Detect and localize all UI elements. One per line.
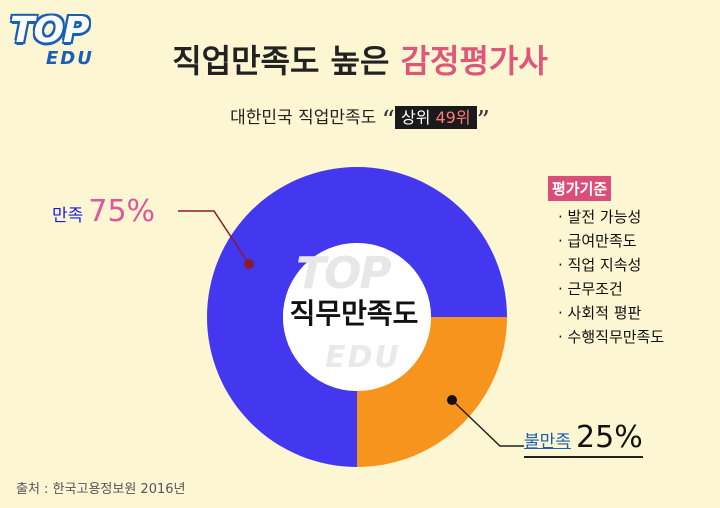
criteria-item: 근무조건 [558,277,664,301]
satisfied-label: 만족 75% [52,194,155,229]
subtitle-text: 대한민국 직업만족도 [230,108,382,128]
watermark-edu: EDU [325,340,401,375]
unsatisfied-percent: 25% [576,420,643,455]
donut-hole [283,243,431,391]
criteria-item: 발전 가능성 [558,205,664,229]
donut-slices [207,167,507,467]
criteria-item: 사회적 평판 [558,301,664,325]
criteria-item: 급여만족도 [558,229,664,253]
leader-line-unsatisfied [451,399,524,447]
unsatisfied-name: 불만족 [524,432,571,452]
logo-edu-text: EDU [46,48,94,69]
criteria-heading: 평가기준 [548,176,612,201]
rank-badge: 상위 49위 [394,106,477,129]
rank-label: 상위 [400,108,436,127]
criteria-item: 직업 지속성 [558,253,664,277]
criteria-list: 발전 가능성 급여만족도 직업 지속성 근무조건 사회적 평판 수행직무만족도 [558,205,665,349]
leader-line-satisfied [178,210,250,265]
watermark-top: TOP [296,248,392,299]
satisfied-name: 만족 [52,206,84,226]
subtitle: 대한민국 직업만족도 “상위 49위” [0,103,720,136]
rank-value: 49위 [435,108,471,127]
page-title: 직업만족도 높은 감정평가사 [0,36,720,82]
criteria-item: 수행직무만족도 [558,325,665,349]
title-main: 직업만족도 높은 [172,42,401,80]
unsatisfied-label: 불만족 25% [524,420,643,458]
title-accent: 감정평가사 [400,42,548,80]
leader-dot-satisfied [244,259,254,269]
leader-lines [178,210,524,447]
satisfied-percent: 75% [88,194,156,229]
donut-slice-unsatisfied [357,317,507,467]
donut-slice-satisfied [207,167,507,467]
source-note: 출처 : 한국고용정보원 2016년 [16,482,186,497]
close-quote: ” [476,106,490,136]
open-quote: “ [381,106,395,136]
leader-dot-unsatisfied [447,395,457,405]
top-edu-logo: TOP EDU [10,10,110,70]
logo-top-text: TOP [10,10,90,51]
criteria-panel: 평가기준 발전 가능성 급여만족도 직업 지속성 근무조건 사회적 평판 수행직… [548,176,664,349]
donut-center-label: 직무만족도 [289,297,419,330]
